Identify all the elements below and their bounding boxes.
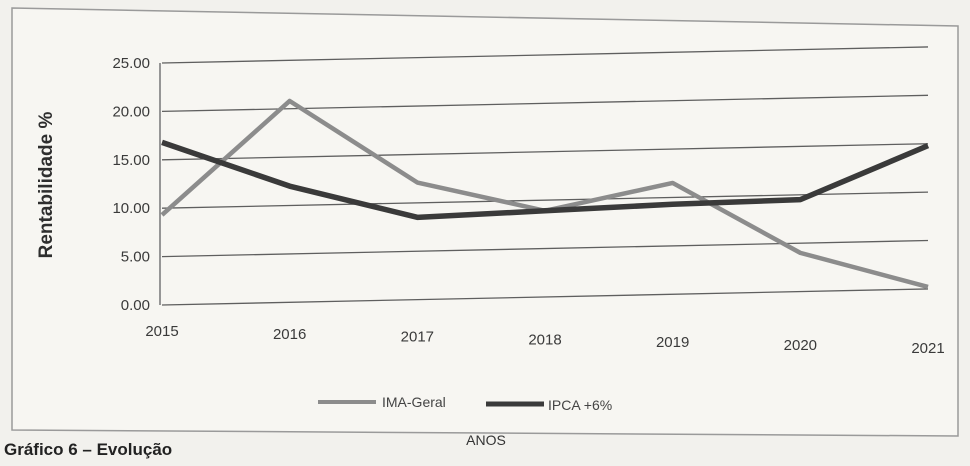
y-tick-label: 5.00 <box>121 249 150 266</box>
gridline <box>161 46 929 64</box>
x-tick-label: 2017 <box>401 329 434 346</box>
gridline <box>161 288 929 306</box>
legend: IMA-Geral IPCA +6% <box>318 394 612 413</box>
y-tick-label: 25.00 <box>112 55 150 72</box>
gridline <box>161 94 929 113</box>
x-tick-label: 2020 <box>784 337 817 354</box>
legend-label-ipca: IPCA +6% <box>548 397 612 413</box>
y-axis-label: Rentabilidade % <box>36 112 57 259</box>
x-tick-label: 2016 <box>273 326 306 343</box>
y-tick-label: 10.00 <box>112 200 150 217</box>
gridlines <box>161 46 929 306</box>
series-line-ipca <box>161 139 930 221</box>
gridline <box>161 191 929 209</box>
gridline <box>161 143 929 161</box>
gridline <box>161 239 929 258</box>
x-tick-label: 2015 <box>145 323 178 340</box>
y-tick-label: 15.00 <box>112 152 150 169</box>
figure-caption: Gráfico 6 – Evolução <box>4 440 173 459</box>
x-axis-ticks: 2015 2016 2017 2018 2019 2020 2021 <box>145 323 944 357</box>
x-axis-label: ANOS <box>466 432 506 448</box>
y-axis-ticks: 25.00 20.00 15.00 10.00 5.00 0.00 <box>112 55 150 314</box>
x-tick-label: 2019 <box>656 334 689 351</box>
y-tick-label: 0.00 <box>121 297 150 314</box>
series-lines <box>160 98 930 290</box>
chart-frame <box>11 7 959 437</box>
legend-label-ima-geral: IMA-Geral <box>382 394 446 410</box>
y-tick-label: 20.00 <box>112 103 150 120</box>
x-tick-label: 2021 <box>911 340 944 357</box>
x-tick-label: 2018 <box>528 331 561 348</box>
